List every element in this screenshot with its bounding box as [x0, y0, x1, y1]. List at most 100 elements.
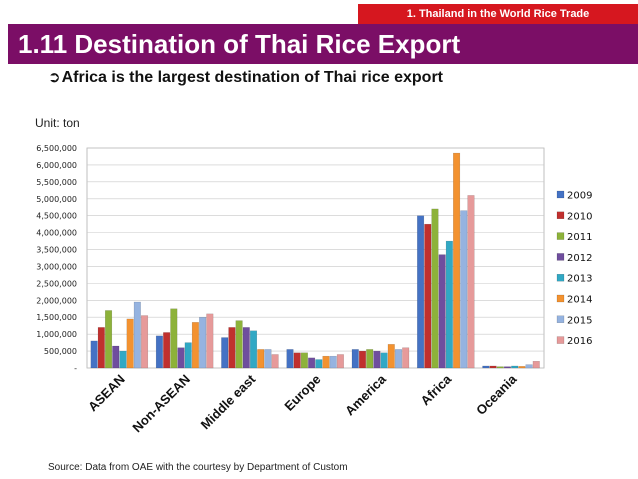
bar — [126, 318, 134, 369]
legend-swatch — [556, 253, 565, 261]
y-tick-label: 1,000,000 — [36, 330, 77, 339]
bar — [235, 320, 243, 369]
bar — [387, 344, 395, 369]
bar — [228, 327, 236, 369]
bar — [373, 350, 381, 369]
bar — [184, 342, 192, 369]
bar — [112, 345, 120, 369]
y-tick-label: 2,000,000 — [36, 296, 77, 305]
bar — [199, 317, 207, 369]
bar — [221, 337, 229, 369]
legend-label: 2015 — [567, 315, 592, 326]
bar — [191, 322, 199, 369]
y-tick-label: 3,500,000 — [36, 246, 77, 255]
bar — [336, 354, 344, 369]
legend-label: 2012 — [567, 253, 592, 264]
y-tick-label: 4,500,000 — [36, 212, 77, 221]
bar — [511, 365, 519, 369]
unit-label: Unit: ton — [35, 116, 80, 130]
bar — [90, 340, 98, 369]
y-tick-label: 5,500,000 — [36, 178, 77, 187]
bar — [133, 301, 141, 369]
bar — [358, 350, 366, 369]
bar — [242, 327, 250, 369]
legend-label: 2010 — [567, 211, 592, 222]
category-label: ASEAN — [85, 372, 128, 415]
bar — [105, 310, 113, 369]
legend-swatch — [556, 294, 565, 303]
legend-swatch — [556, 274, 565, 282]
bar — [119, 350, 127, 369]
bar — [257, 349, 265, 369]
bar — [155, 335, 163, 369]
bar — [453, 152, 461, 369]
bar — [380, 352, 388, 369]
y-tick-label: - — [74, 364, 77, 373]
bar — [329, 355, 337, 369]
bar — [170, 308, 178, 369]
bar — [351, 349, 359, 369]
bar — [482, 365, 490, 369]
bar — [424, 223, 432, 369]
section-badge: 1. Thailand in the World Rice Trade — [358, 4, 638, 24]
legend-swatch — [556, 336, 565, 344]
bar — [293, 352, 301, 369]
category-label: Oceania — [473, 371, 520, 418]
bar — [394, 349, 402, 369]
title-bar: 1.11 Destination of Thai Rice Export — [8, 24, 638, 64]
bar — [97, 327, 105, 369]
y-tick-label: 3,000,000 — [36, 262, 77, 271]
bar — [141, 315, 149, 369]
plot-area — [86, 147, 545, 369]
bar — [402, 347, 410, 369]
bar — [177, 347, 185, 369]
bar — [438, 254, 446, 369]
y-tick-label: 6,500,000 — [36, 144, 77, 153]
legend-swatch — [556, 190, 565, 199]
arrow-right-icon: ➲ — [48, 68, 61, 86]
legend-swatch — [556, 315, 565, 323]
y-tick-label: 1,500,000 — [36, 313, 77, 322]
bar — [503, 366, 511, 369]
y-tick-label: 2,500,000 — [36, 279, 77, 288]
subtitle-text: Africa is the largest destination of Tha… — [61, 69, 443, 86]
bar — [163, 332, 171, 369]
bar — [431, 208, 439, 369]
legend-swatch — [556, 211, 565, 220]
bar — [322, 355, 330, 369]
bar — [532, 361, 540, 369]
bar — [300, 352, 308, 369]
bar — [206, 313, 214, 369]
bar — [525, 364, 533, 369]
bar — [467, 195, 475, 369]
bar — [496, 366, 504, 369]
legend-label: 2009 — [567, 191, 592, 202]
y-tick-label: 5,000,000 — [36, 195, 77, 204]
bar — [489, 365, 497, 369]
source-note: Source: Data from OAE with the courtesy … — [48, 462, 348, 473]
legend-label: 2011 — [567, 232, 592, 243]
legend-label: 2013 — [567, 274, 592, 285]
bar — [315, 359, 323, 369]
bar — [366, 349, 374, 369]
y-tick-label: 500,000 — [44, 347, 77, 356]
bar — [518, 366, 526, 369]
category-label: Africa — [418, 371, 455, 408]
category-label: Europe — [281, 372, 323, 414]
y-tick-label: 6,000,000 — [36, 161, 77, 170]
y-tick-label: 4,000,000 — [36, 229, 77, 238]
category-label: America — [342, 371, 389, 418]
bar — [445, 240, 453, 369]
category-label: Non-ASEAN — [129, 372, 193, 436]
bar — [308, 357, 316, 369]
legend-label: 2016 — [567, 336, 592, 347]
subtitle: ➲Africa is the largest destination of Th… — [48, 68, 443, 87]
bar — [271, 354, 279, 369]
bar — [264, 349, 272, 369]
legend-swatch — [556, 232, 565, 240]
bar — [460, 210, 468, 369]
category-label: Middle east — [198, 371, 259, 432]
slide-title: 1.11 Destination of Thai Rice Export — [18, 29, 461, 59]
bar — [286, 349, 294, 369]
bar — [250, 330, 258, 369]
